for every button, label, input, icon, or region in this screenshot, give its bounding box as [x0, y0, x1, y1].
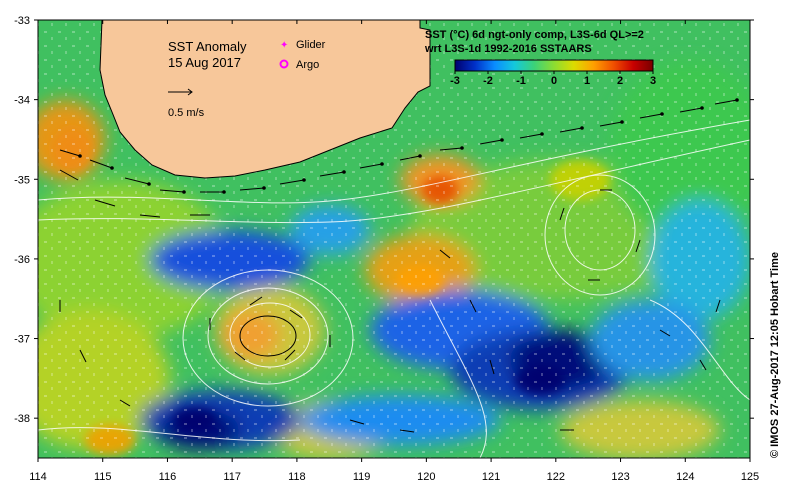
- lat-tick-label: -35: [14, 174, 30, 186]
- colorbar-title-line1: SST (°C) 6d ngt-only comp, L3S-6d QL>=2: [425, 29, 644, 41]
- credit-text: © IMOS 27-Aug-2017 12:05 Hobart Time: [769, 252, 781, 458]
- colorbar-tick-label: 1: [584, 75, 590, 87]
- colorbar-tick-label: -1: [516, 75, 526, 87]
- scale-label: 0.5 m/s: [168, 107, 205, 119]
- lon-tick-label: 121: [482, 471, 500, 483]
- latitude-axis: -33-34-35-36-37-38: [14, 15, 754, 425]
- ssh-contours-dark: [239, 315, 297, 357]
- plot-frame: [37, 19, 751, 459]
- plot-area: [38, 20, 750, 458]
- lon-tick-label: 117: [223, 471, 241, 483]
- lon-tick-label: 120: [417, 471, 435, 483]
- colorbar-ticks: -3 -2 -1 0 1 2 3: [450, 71, 656, 87]
- current-vectors: [59, 99, 738, 433]
- lat-tick-label: -38: [14, 413, 30, 425]
- scale-arrow-icon: [168, 88, 193, 96]
- current-vector-heads: [78, 98, 739, 194]
- argo-marker-icon: [279, 59, 289, 69]
- argo-legend-label: Argo: [296, 59, 319, 71]
- colorbar-title-line2: wrt L3S-1d 1992-2016 SSTAARS: [424, 43, 592, 55]
- land-mass: [99, 20, 431, 179]
- map-date: 15 Aug 2017: [168, 55, 241, 70]
- lon-tick-label: 125: [741, 471, 759, 483]
- colorbar-tick-label: 3: [650, 75, 656, 87]
- lon-tick-label: 115: [94, 471, 112, 483]
- colorbar-tick-label: 2: [617, 75, 623, 87]
- lat-tick-label: -33: [14, 15, 30, 27]
- map-title: SST Anomaly: [168, 39, 247, 54]
- colorbar-tick-label: 0: [551, 75, 557, 87]
- colorbar-tick-label: -2: [483, 75, 493, 87]
- lat-tick-label: -34: [14, 95, 30, 107]
- lon-tick-label: 114: [29, 471, 47, 483]
- lat-tick-label: -36: [14, 254, 30, 266]
- longitude-axis: 114 115 116 117 118 119 120 121 122 123 124 125: [29, 20, 759, 483]
- glider-legend-label: Glider: [296, 39, 326, 51]
- lon-tick-label: 116: [159, 471, 177, 483]
- lon-tick-label: 124: [676, 471, 694, 483]
- lat-tick-label: -37: [14, 334, 30, 346]
- lon-tick-label: 123: [611, 471, 629, 483]
- lon-tick-label: 122: [547, 471, 565, 483]
- colorbar: [454, 59, 654, 72]
- colorbar-tick-label: -3: [450, 75, 460, 87]
- glider-marker-icon: ✦: [280, 40, 288, 51]
- lon-tick-label: 119: [353, 471, 371, 483]
- lon-tick-label: 118: [288, 471, 306, 483]
